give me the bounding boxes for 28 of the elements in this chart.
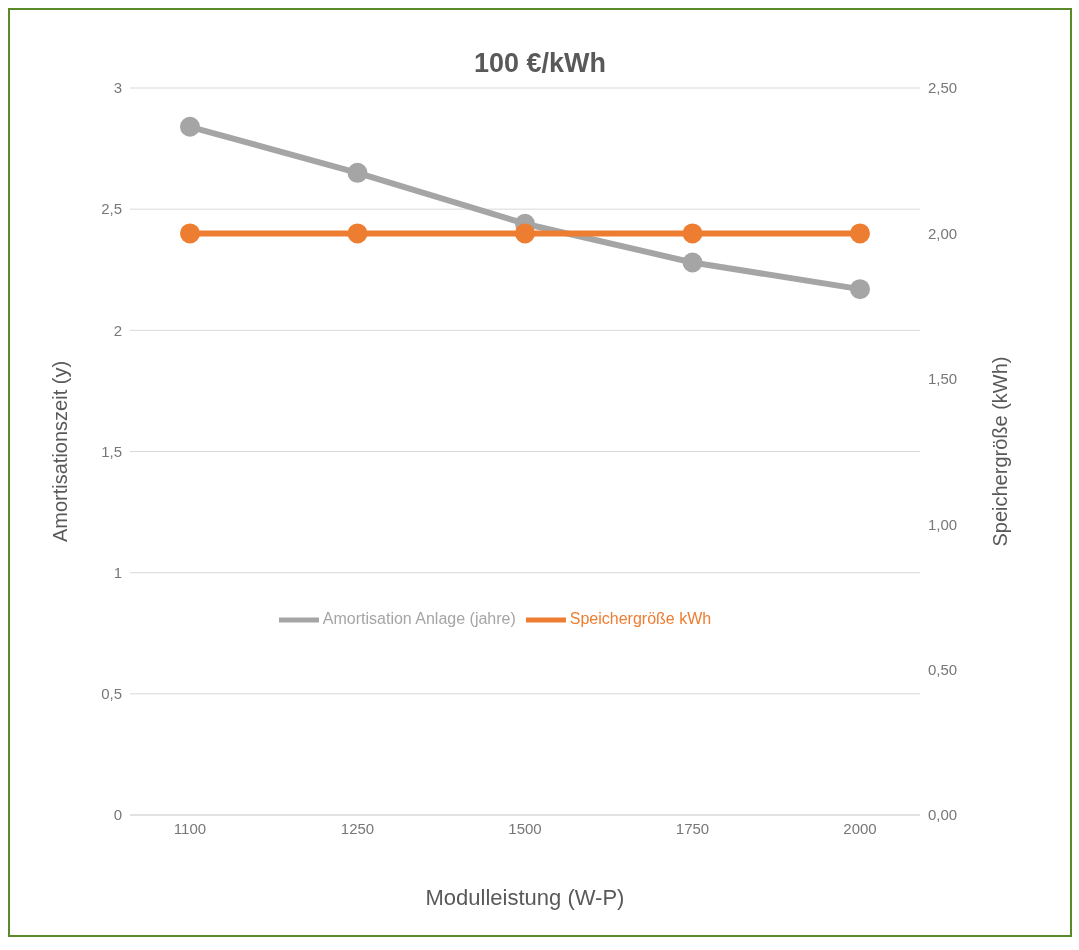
- y-tick-label: 2: [113, 321, 122, 339]
- y-tick-label: 1: [113, 563, 122, 581]
- chart-title: 100 €/kWh: [472, 48, 608, 79]
- y-tick-label: 3: [113, 79, 122, 97]
- point: [850, 279, 870, 300]
- legend-label: Amortisation Anlage (jahre): [322, 610, 516, 628]
- y-tick-label: 0: [113, 806, 122, 824]
- x-tick-label: 1500: [508, 819, 542, 837]
- y2-tick-label: 1,00: [928, 515, 958, 533]
- point: [682, 252, 703, 273]
- y-axis-title: Amortisationszeit (y): [49, 360, 72, 543]
- x-tick-label: 1750: [675, 819, 710, 837]
- y-tick-label: 2,5: [101, 200, 122, 218]
- point: [180, 116, 200, 137]
- y-tick-label: 1,5: [101, 442, 122, 460]
- x-tick-label: 1100: [173, 819, 207, 837]
- y2-tick-label: 0,50: [928, 660, 958, 678]
- y2-tick-label: 0,00: [928, 806, 958, 824]
- x-tick-label: 1250: [340, 819, 375, 837]
- point: [347, 162, 368, 183]
- y2-tick-label: 2,00: [928, 224, 958, 242]
- y2-axis-title: Speichergröße (kWh): [989, 356, 1012, 547]
- legend-label: Speichergröße kWh: [569, 610, 712, 628]
- x-axis-title: Modulleistung (W-P): [425, 885, 625, 910]
- y2-tick-label: 2,50: [928, 79, 958, 97]
- y-tick-label: 0,5: [101, 685, 122, 703]
- x-tick-label: 2000: [843, 819, 877, 837]
- y2-tick-label: 1,50: [928, 370, 958, 388]
